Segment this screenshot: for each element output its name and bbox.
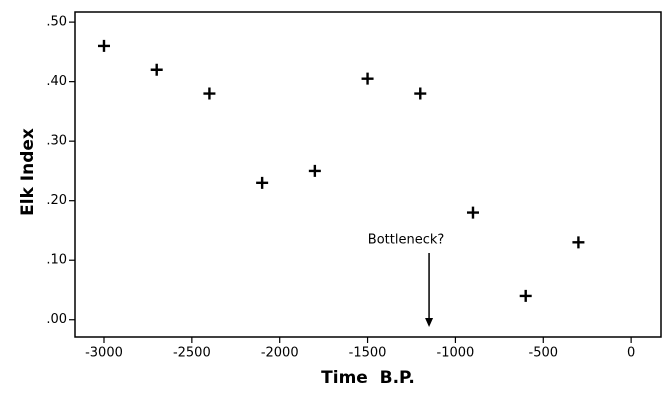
annotation-arrowhead xyxy=(425,318,434,327)
marker xyxy=(308,164,321,177)
marker xyxy=(519,289,532,302)
x-tick-label: -2500 xyxy=(173,346,211,361)
y-tick-label: .50 xyxy=(46,15,67,30)
marker xyxy=(572,236,585,249)
marker xyxy=(466,206,479,219)
marker xyxy=(203,87,216,100)
y-tick-label: .40 xyxy=(46,74,67,89)
marker xyxy=(150,63,163,76)
y-tick-label: .00 xyxy=(46,312,67,327)
x-tick-label: 0 xyxy=(627,346,635,361)
x-tick-label: -1000 xyxy=(437,346,475,361)
y-tick-label: .10 xyxy=(46,253,67,268)
y-tick-label: .20 xyxy=(46,193,67,208)
annotation: Bottleneck? xyxy=(368,233,445,248)
plot-frame xyxy=(74,11,662,338)
marker xyxy=(361,72,374,85)
x-tick-label: -2000 xyxy=(261,346,299,361)
x-tick-label: -500 xyxy=(529,346,559,361)
marker xyxy=(97,39,110,52)
x-tick-label: -3000 xyxy=(85,346,123,361)
x-axis-title: Time B.P. xyxy=(321,368,415,388)
y-axis-title: Elk Index xyxy=(18,128,38,216)
marker xyxy=(414,87,427,100)
y-tick-label: .30 xyxy=(46,134,67,149)
x-tick-label: -1500 xyxy=(349,346,387,361)
marker xyxy=(256,176,269,189)
